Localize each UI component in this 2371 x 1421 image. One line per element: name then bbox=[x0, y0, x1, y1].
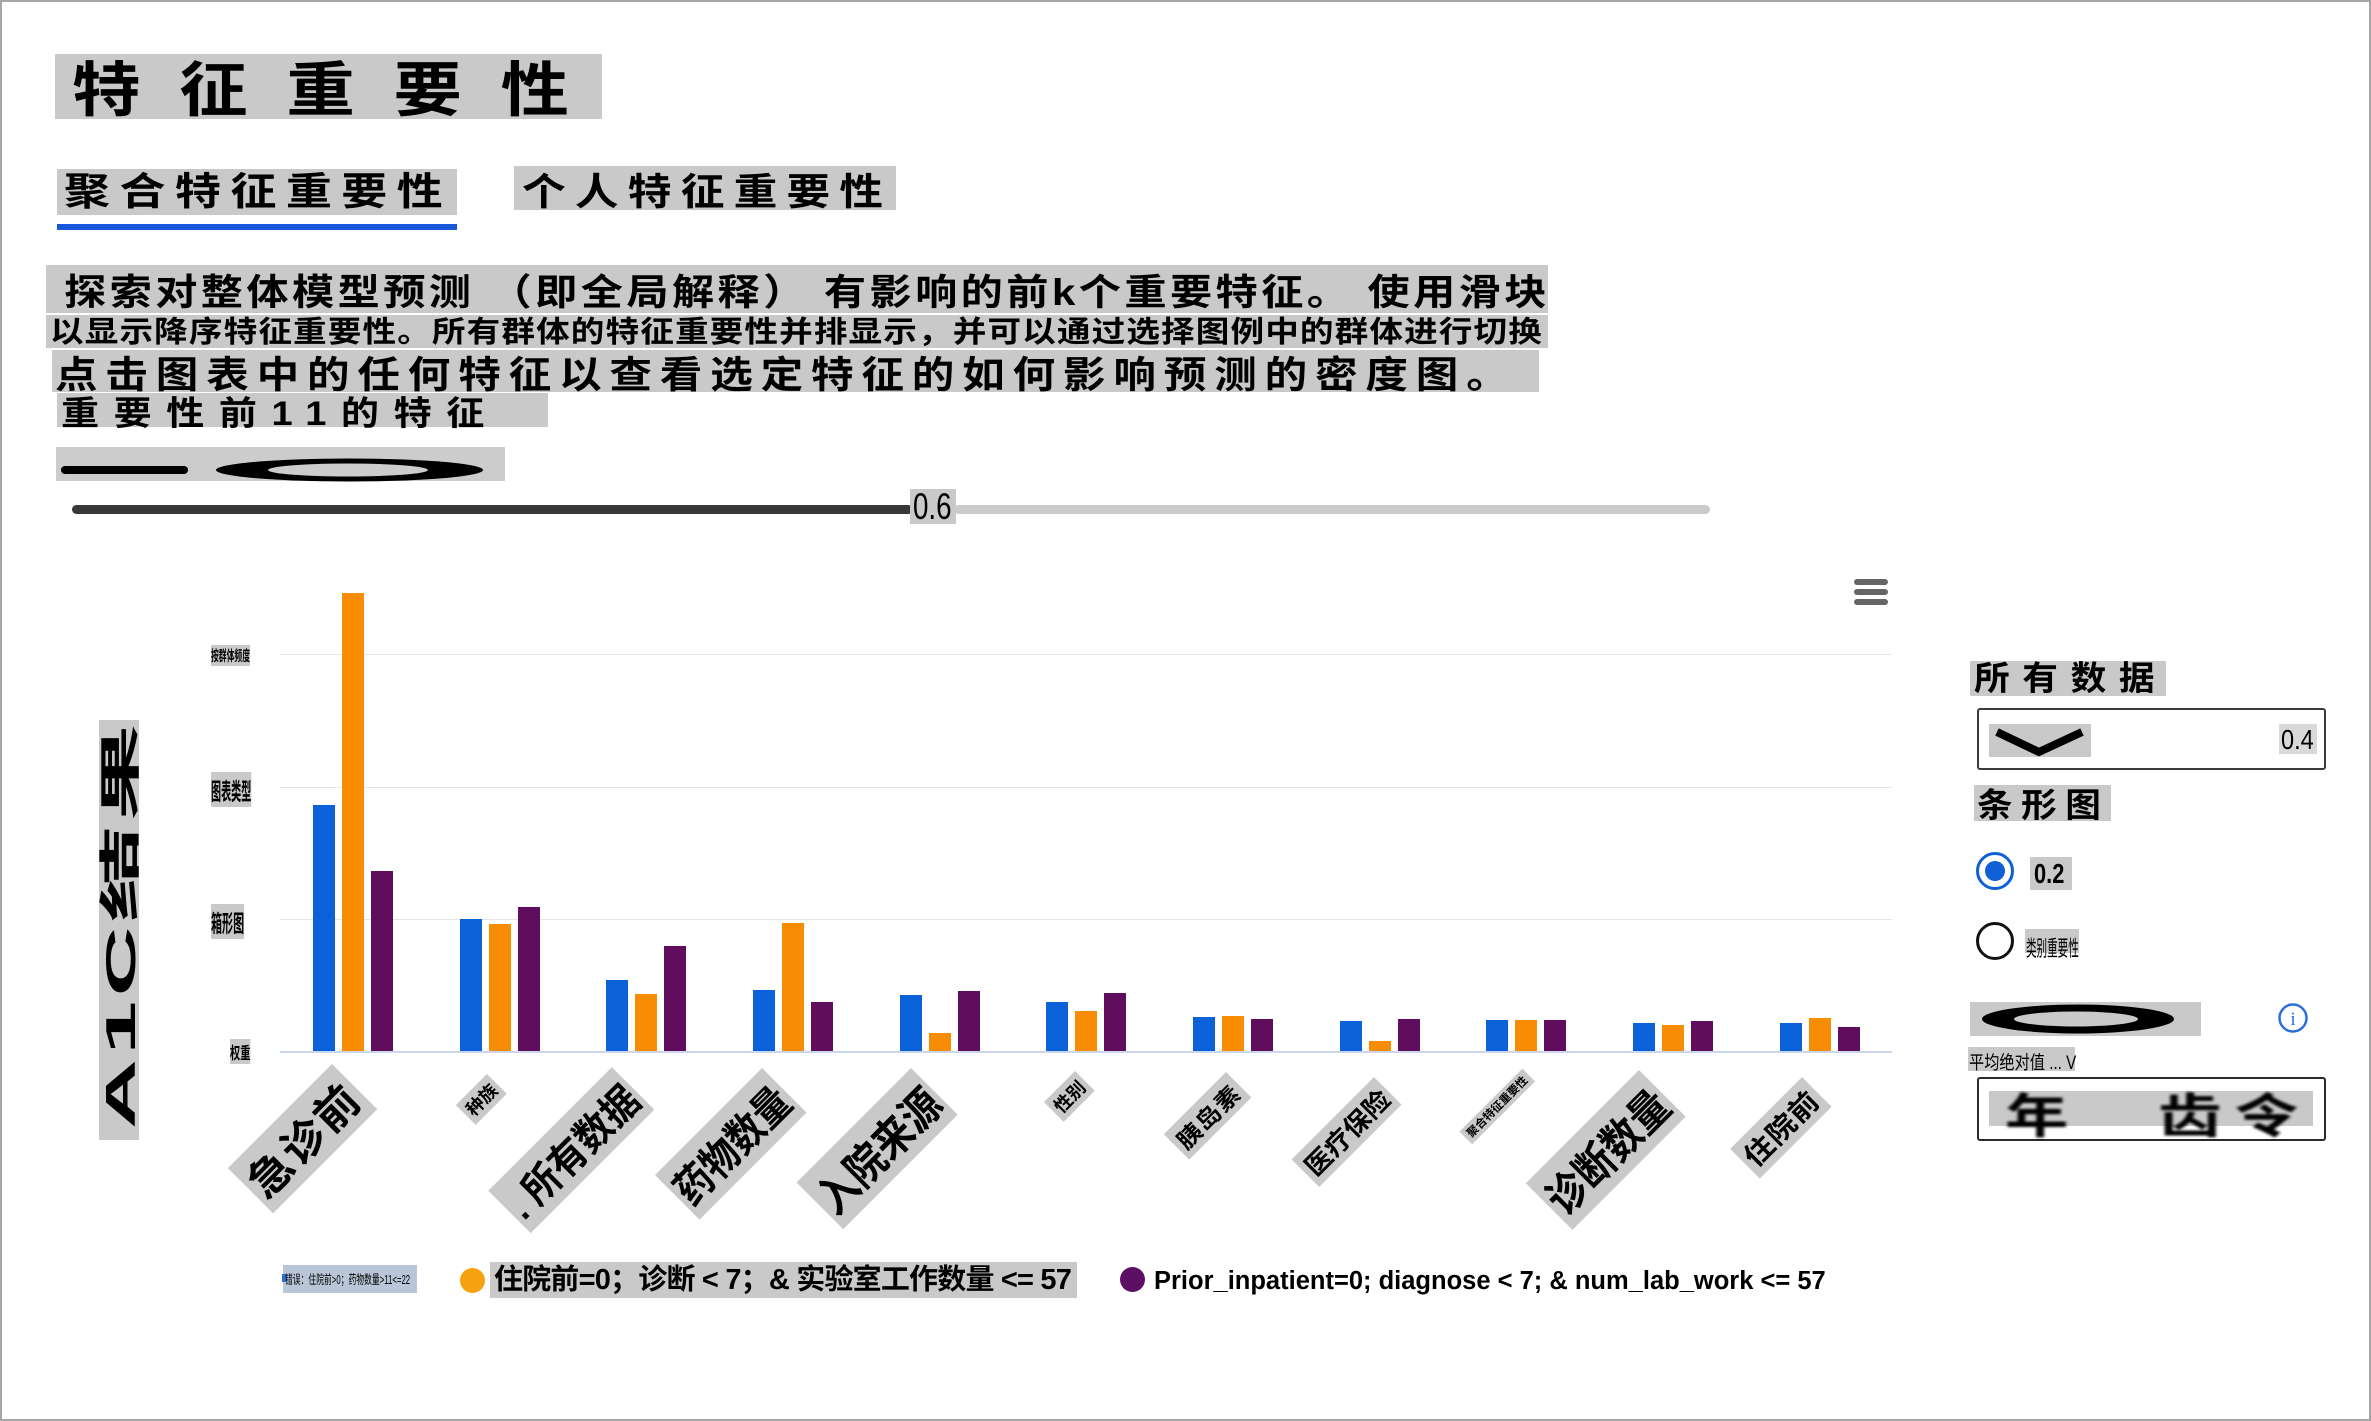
svg-text:i: i bbox=[2290, 1009, 2295, 1030]
